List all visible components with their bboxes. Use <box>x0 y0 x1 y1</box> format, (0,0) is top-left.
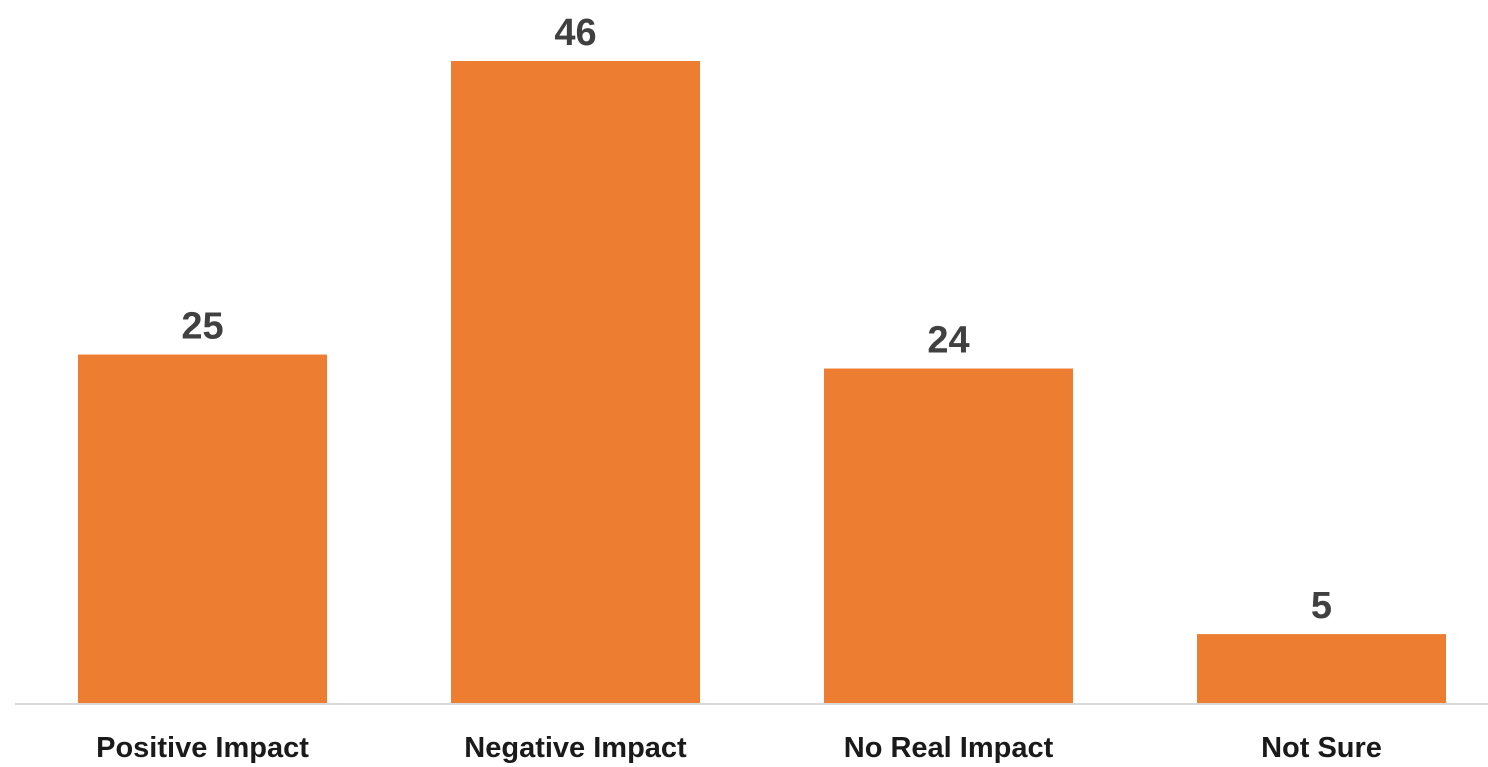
bars-layer <box>78 61 1446 704</box>
bar-positive-impact <box>78 354 327 704</box>
data-label-negative-impact: 46 <box>554 12 596 54</box>
data-label-positive-impact: 25 <box>181 306 223 348</box>
bar-no-real-impact <box>824 368 1073 704</box>
data-label-no-real-impact: 24 <box>927 320 969 362</box>
data-label-not-sure: 5 <box>1311 585 1332 627</box>
bar-negative-impact <box>451 61 700 704</box>
value-labels-layer: 25 46 24 5 <box>181 12 1332 627</box>
x-tick-label-not-sure: Not Sure <box>1261 732 1382 764</box>
x-tick-label-positive-impact: Positive Impact <box>96 732 309 764</box>
x-tick-label-no-real-impact: No Real Impact <box>844 732 1054 764</box>
bar-not-sure <box>1197 634 1446 704</box>
x-tick-label-negative-impact: Negative Impact <box>464 732 687 764</box>
category-labels-layer: Positive Impact Negative Impact No Real Im… <box>96 732 1382 764</box>
